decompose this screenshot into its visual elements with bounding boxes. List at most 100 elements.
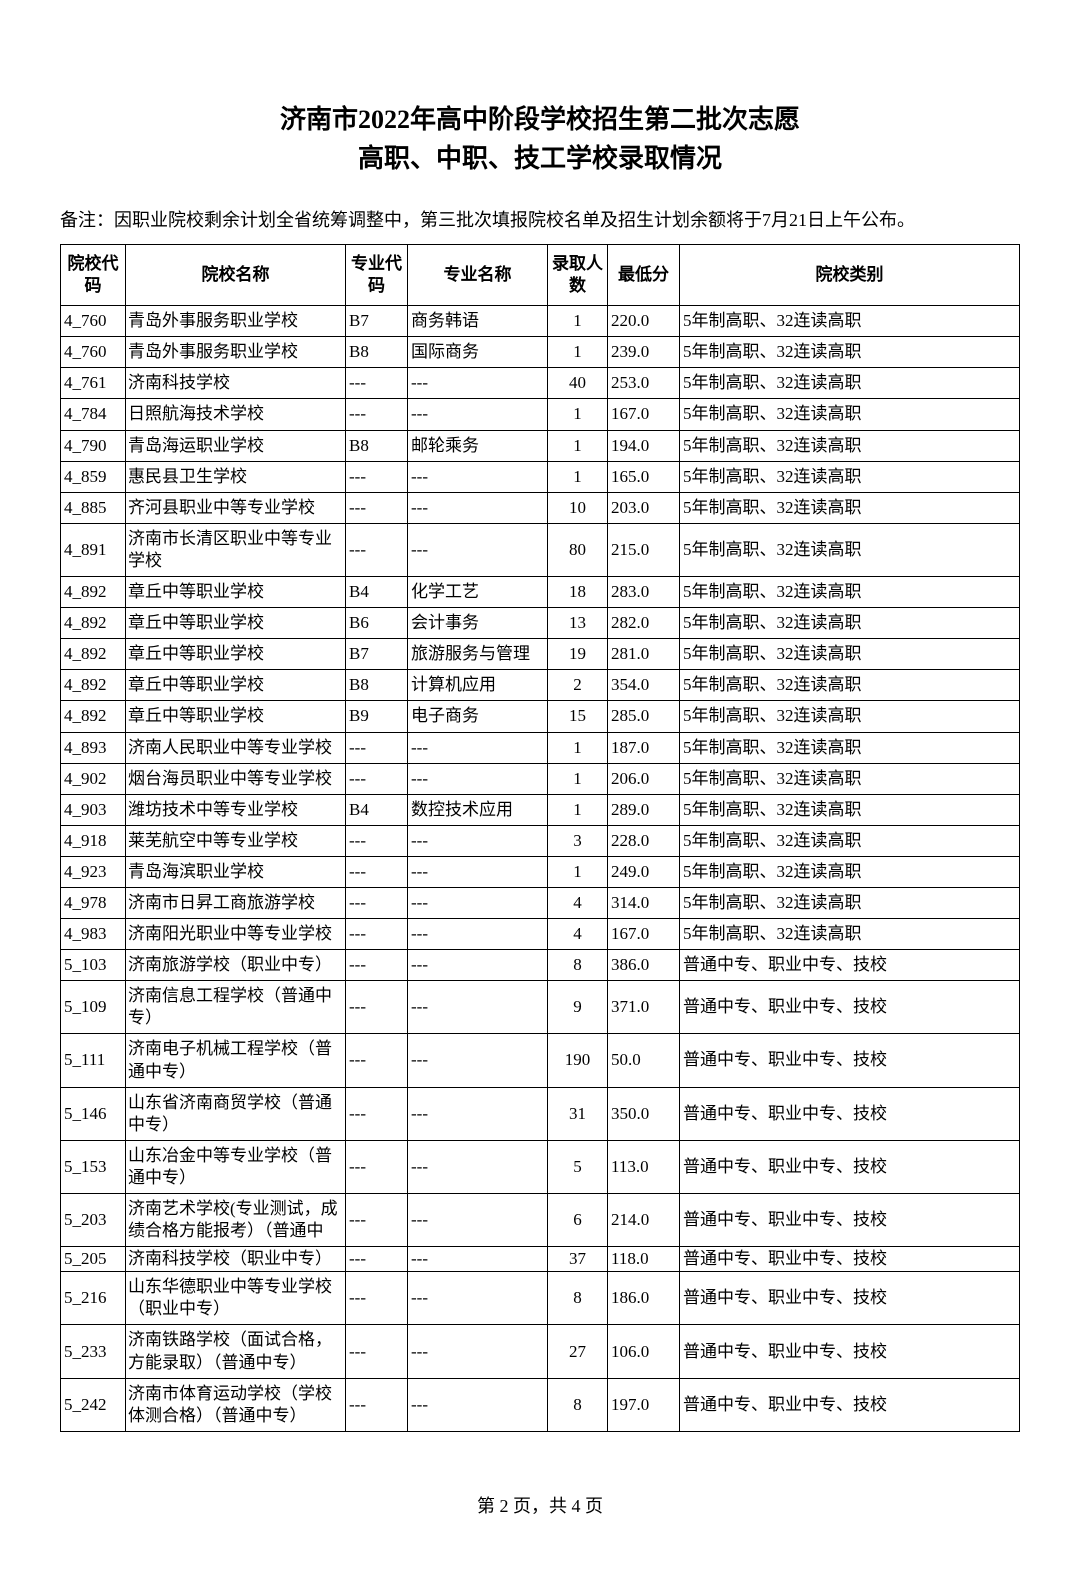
page-title-block: 济南市2022年高中阶段学校招生第二批次志愿 高职、中职、技工学校录取情况 bbox=[60, 100, 1020, 178]
cell-category: 普通中专、职业中专、技校 bbox=[680, 1194, 1020, 1247]
cell-admit-count: 8 bbox=[548, 1378, 608, 1431]
cell-category: 5年制高职、32连读高职 bbox=[680, 461, 1020, 492]
cell-admit-count: 8 bbox=[548, 950, 608, 981]
cell-major-name: --- bbox=[408, 887, 548, 918]
header-school-name: 院校名称 bbox=[126, 245, 346, 306]
cell-school-name: 山东省济南商贸学校（普通中专） bbox=[126, 1087, 346, 1140]
header-major-code: 专业代码 bbox=[346, 245, 408, 306]
cell-major-code: B4 bbox=[346, 577, 408, 608]
cell-school-code: 5_233 bbox=[61, 1325, 126, 1378]
cell-admit-count: 19 bbox=[548, 639, 608, 670]
cell-major-name: --- bbox=[408, 368, 548, 399]
table-row: 4_761济南科技学校------40253.05年制高职、32连读高职 bbox=[61, 368, 1020, 399]
table-row: 5_233济南铁路学校（面试合格，方能录取）（普通中专）------27106.… bbox=[61, 1325, 1020, 1378]
cell-school-name: 济南电子机械工程学校（普通中专） bbox=[126, 1034, 346, 1087]
table-row: 4_760青岛外事服务职业学校B8国际商务1239.05年制高职、32连读高职 bbox=[61, 337, 1020, 368]
cell-min-score: 50.0 bbox=[608, 1034, 680, 1087]
cell-school-name: 日照航海技术学校 bbox=[126, 399, 346, 430]
cell-school-name: 青岛外事服务职业学校 bbox=[126, 337, 346, 368]
table-row: 4_859惠民县卫生学校------1165.05年制高职、32连读高职 bbox=[61, 461, 1020, 492]
table-row: 4_892章丘中等职业学校B6会计事务13282.05年制高职、32连读高职 bbox=[61, 608, 1020, 639]
cell-school-code: 4_761 bbox=[61, 368, 126, 399]
cell-category: 5年制高职、32连读高职 bbox=[680, 608, 1020, 639]
cell-major-name: --- bbox=[408, 763, 548, 794]
cell-admit-count: 1 bbox=[548, 306, 608, 337]
cell-major-code: B7 bbox=[346, 639, 408, 670]
cell-admit-count: 4 bbox=[548, 887, 608, 918]
header-admit-count: 录取人数 bbox=[548, 245, 608, 306]
cell-major-name: --- bbox=[408, 1194, 548, 1247]
cell-major-code: --- bbox=[346, 887, 408, 918]
cell-major-code: B9 bbox=[346, 701, 408, 732]
cell-category: 普通中专、职业中专、技校 bbox=[680, 981, 1020, 1034]
table-row: 5_205济南科技学校（职业中专）------37118.0普通中专、职业中专、… bbox=[61, 1247, 1020, 1272]
cell-school-code: 5_111 bbox=[61, 1034, 126, 1087]
cell-min-score: 220.0 bbox=[608, 306, 680, 337]
cell-category: 5年制高职、32连读高职 bbox=[680, 430, 1020, 461]
cell-school-name: 济南人民职业中等专业学校 bbox=[126, 732, 346, 763]
cell-school-code: 4_983 bbox=[61, 919, 126, 950]
cell-category: 普通中专、职业中专、技校 bbox=[680, 1272, 1020, 1325]
table-row: 5_111济南电子机械工程学校（普通中专）------19050.0普通中专、职… bbox=[61, 1034, 1020, 1087]
cell-category: 普通中专、职业中专、技校 bbox=[680, 950, 1020, 981]
cell-major-name: --- bbox=[408, 492, 548, 523]
cell-admit-count: 1 bbox=[548, 399, 608, 430]
table-row: 4_893济南人民职业中等专业学校------1187.05年制高职、32连读高… bbox=[61, 732, 1020, 763]
cell-min-score: 167.0 bbox=[608, 919, 680, 950]
table-row: 5_146山东省济南商贸学校（普通中专）------31350.0普通中专、职业… bbox=[61, 1087, 1020, 1140]
cell-admit-count: 37 bbox=[548, 1247, 608, 1272]
cell-admit-count: 80 bbox=[548, 523, 608, 576]
cell-min-score: 285.0 bbox=[608, 701, 680, 732]
cell-major-code: --- bbox=[346, 1325, 408, 1378]
cell-school-name: 济南科技学校 bbox=[126, 368, 346, 399]
cell-major-code: --- bbox=[346, 523, 408, 576]
cell-school-name: 章丘中等职业学校 bbox=[126, 701, 346, 732]
table-row: 5_153山东冶金中等专业学校（普通中专）------5113.0普通中专、职业… bbox=[61, 1140, 1020, 1193]
cell-major-name: 会计事务 bbox=[408, 608, 548, 639]
cell-school-name: 山东冶金中等专业学校（普通中专） bbox=[126, 1140, 346, 1193]
cell-major-name: --- bbox=[408, 981, 548, 1034]
cell-major-code: --- bbox=[346, 950, 408, 981]
cell-min-score: 354.0 bbox=[608, 670, 680, 701]
cell-major-code: B4 bbox=[346, 794, 408, 825]
cell-school-code: 4_885 bbox=[61, 492, 126, 523]
cell-school-code: 4_903 bbox=[61, 794, 126, 825]
cell-school-name: 青岛海运职业学校 bbox=[126, 430, 346, 461]
cell-category: 5年制高职、32连读高职 bbox=[680, 337, 1020, 368]
cell-school-code: 4_784 bbox=[61, 399, 126, 430]
cell-min-score: 283.0 bbox=[608, 577, 680, 608]
cell-category: 5年制高职、32连读高职 bbox=[680, 492, 1020, 523]
cell-min-score: 249.0 bbox=[608, 856, 680, 887]
cell-category: 普通中专、职业中专、技校 bbox=[680, 1140, 1020, 1193]
cell-category: 普通中专、职业中专、技校 bbox=[680, 1325, 1020, 1378]
table-row: 4_891济南市长清区职业中等专业学校------80215.05年制高职、32… bbox=[61, 523, 1020, 576]
cell-min-score: 282.0 bbox=[608, 608, 680, 639]
cell-major-code: --- bbox=[346, 825, 408, 856]
table-row: 4_760青岛外事服务职业学校B7商务韩语1220.05年制高职、32连读高职 bbox=[61, 306, 1020, 337]
cell-category: 5年制高职、32连读高职 bbox=[680, 732, 1020, 763]
cell-school-code: 4_978 bbox=[61, 887, 126, 918]
cell-category: 5年制高职、32连读高职 bbox=[680, 368, 1020, 399]
cell-major-code: --- bbox=[346, 981, 408, 1034]
cell-major-code: --- bbox=[346, 732, 408, 763]
cell-min-score: 239.0 bbox=[608, 337, 680, 368]
table-row: 4_923青岛海滨职业学校------1249.05年制高职、32连读高职 bbox=[61, 856, 1020, 887]
cell-min-score: 214.0 bbox=[608, 1194, 680, 1247]
cell-school-code: 5_146 bbox=[61, 1087, 126, 1140]
table-row: 4_978济南市日昇工商旅游学校------4314.05年制高职、32连读高职 bbox=[61, 887, 1020, 918]
cell-admit-count: 27 bbox=[548, 1325, 608, 1378]
cell-school-code: 5_216 bbox=[61, 1272, 126, 1325]
cell-major-code: B8 bbox=[346, 337, 408, 368]
cell-major-code: B8 bbox=[346, 670, 408, 701]
cell-major-name: --- bbox=[408, 461, 548, 492]
cell-school-code: 4_859 bbox=[61, 461, 126, 492]
cell-major-name: 邮轮乘务 bbox=[408, 430, 548, 461]
cell-min-score: 215.0 bbox=[608, 523, 680, 576]
cell-school-code: 4_892 bbox=[61, 670, 126, 701]
cell-category: 5年制高职、32连读高职 bbox=[680, 306, 1020, 337]
cell-major-name: 旅游服务与管理 bbox=[408, 639, 548, 670]
cell-admit-count: 6 bbox=[548, 1194, 608, 1247]
cell-school-code: 5_205 bbox=[61, 1247, 126, 1272]
cell-school-code: 4_918 bbox=[61, 825, 126, 856]
cell-min-score: 197.0 bbox=[608, 1378, 680, 1431]
